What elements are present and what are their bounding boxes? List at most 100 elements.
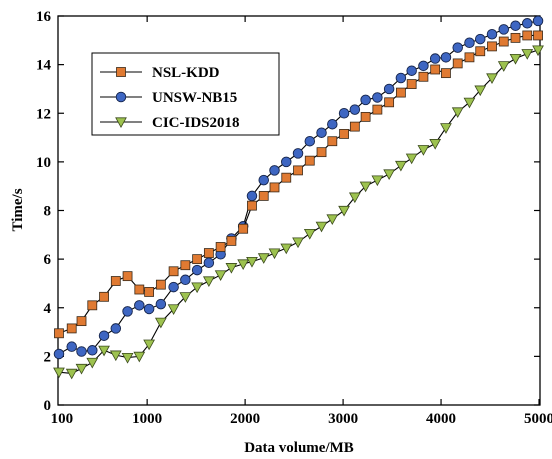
- y-tick-label: 12: [36, 106, 51, 122]
- data-point-nsl-kdd: [193, 255, 202, 264]
- data-point-cic-ids2018: [192, 283, 202, 292]
- data-point-cic-ids2018: [522, 49, 532, 58]
- data-point-cic-ids2018: [441, 124, 451, 133]
- data-point-unsw-nb15: [99, 331, 109, 341]
- data-point-nsl-kdd: [361, 112, 370, 121]
- data-point-cic-ids2018: [67, 369, 77, 378]
- x-tick-label: 100: [51, 411, 74, 427]
- data-point-cic-ids2018: [293, 238, 303, 247]
- data-point-cic-ids2018: [156, 318, 166, 327]
- data-point-unsw-nb15: [419, 61, 429, 71]
- data-point-nsl-kdd: [523, 31, 532, 40]
- data-point-cic-ids2018: [339, 206, 349, 215]
- data-point-nsl-kdd: [407, 80, 416, 89]
- data-point-nsl-kdd: [511, 33, 520, 42]
- data-point-nsl-kdd: [156, 280, 165, 289]
- y-tick-label: 8: [44, 204, 52, 220]
- data-point-cic-ids2018: [204, 277, 214, 286]
- data-point-nsl-kdd: [294, 166, 303, 175]
- data-point-nsl-kdd: [169, 267, 178, 276]
- data-point-nsl-kdd: [534, 31, 543, 40]
- data-point-unsw-nb15: [441, 53, 451, 63]
- data-point-unsw-nb15: [328, 119, 338, 129]
- data-point-nsl-kdd: [476, 47, 485, 56]
- data-point-cic-ids2018: [406, 154, 416, 163]
- data-point-unsw-nb15: [522, 18, 532, 28]
- data-point-nsl-kdd: [270, 183, 279, 192]
- data-point-unsw-nb15: [317, 128, 327, 138]
- data-point-unsw-nb15: [499, 25, 509, 35]
- data-point-cic-ids2018: [453, 108, 463, 117]
- data-point-unsw-nb15: [396, 73, 406, 83]
- y-tick-label: 4: [44, 301, 52, 317]
- data-point-unsw-nb15: [361, 95, 371, 105]
- data-point-cic-ids2018: [269, 249, 279, 258]
- x-tick-label: 1000: [132, 411, 162, 427]
- data-point-unsw-nb15: [270, 166, 280, 176]
- data-point-cic-ids2018: [122, 353, 132, 362]
- data-point-unsw-nb15: [67, 342, 77, 352]
- y-tick-label: 10: [36, 155, 51, 171]
- data-point-unsw-nb15: [144, 304, 154, 314]
- legend-label-unsw-nb15: UNSW-NB15: [152, 90, 237, 106]
- data-point-nsl-kdd: [216, 242, 225, 251]
- data-point-nsl-kdd: [419, 72, 428, 81]
- data-point-unsw-nb15: [259, 175, 269, 185]
- data-point-nsl-kdd: [135, 285, 144, 294]
- data-point-unsw-nb15: [135, 301, 145, 311]
- data-point-unsw-nb15: [247, 191, 257, 201]
- data-point-unsw-nb15: [204, 258, 214, 268]
- data-point-cic-ids2018: [418, 146, 428, 155]
- data-point-unsw-nb15: [181, 275, 191, 285]
- data-point-cic-ids2018: [259, 254, 269, 263]
- data-point-unsw-nb15: [339, 108, 349, 118]
- x-tick-label: 3000: [328, 411, 358, 427]
- data-point-unsw-nb15: [487, 29, 497, 39]
- data-point-unsw-nb15: [430, 54, 440, 64]
- data-point-unsw-nb15: [407, 66, 417, 76]
- data-point-nsl-kdd: [259, 191, 268, 200]
- data-point-cic-ids2018: [226, 263, 236, 272]
- data-point-nsl-kdd: [67, 324, 76, 333]
- data-point-cic-ids2018: [76, 364, 86, 373]
- data-point-unsw-nb15: [87, 345, 97, 355]
- y-tick-label: 6: [44, 252, 52, 268]
- data-point-unsw-nb15: [373, 93, 383, 103]
- data-point-unsw-nb15: [511, 21, 521, 31]
- data-point-nsl-kdd: [396, 88, 405, 97]
- data-point-nsl-kdd: [77, 317, 86, 326]
- x-tick-label: 5000: [524, 411, 552, 427]
- data-point-cic-ids2018: [281, 244, 291, 253]
- data-point-unsw-nb15: [123, 307, 133, 317]
- data-point-nsl-kdd: [373, 105, 382, 114]
- data-point-nsl-kdd: [499, 37, 508, 46]
- data-point-unsw-nb15: [281, 157, 291, 167]
- data-point-cic-ids2018: [238, 260, 248, 269]
- data-point-nsl-kdd: [181, 261, 190, 270]
- y-axis-label: Time/s: [10, 188, 26, 231]
- data-point-nsl-kdd: [487, 42, 496, 51]
- data-point-unsw-nb15: [475, 34, 485, 44]
- data-point-unsw-nb15: [350, 105, 360, 115]
- data-point-nsl-kdd: [227, 236, 236, 245]
- data-point-unsw-nb15: [192, 265, 202, 275]
- x-tick-label: 2000: [230, 411, 260, 427]
- data-point-unsw-nb15: [156, 299, 166, 309]
- data-point-cic-ids2018: [327, 215, 337, 224]
- data-point-cic-ids2018: [215, 271, 225, 280]
- data-point-cic-ids2018: [464, 98, 474, 107]
- data-point-nsl-kdd: [317, 148, 326, 157]
- data-point-nsl-kdd: [453, 59, 462, 68]
- data-point-unsw-nb15: [77, 347, 87, 357]
- data-point-cic-ids2018: [305, 229, 315, 238]
- x-axis-label: Data volume/MB: [244, 440, 354, 456]
- data-point-nsl-kdd: [441, 69, 450, 78]
- data-point-nsl-kdd: [328, 137, 337, 146]
- data-point-nsl-kdd: [385, 98, 394, 107]
- data-point-nsl-kdd: [465, 53, 474, 62]
- data-point-nsl-kdd: [123, 272, 132, 281]
- data-point-unsw-nb15: [293, 149, 303, 159]
- data-point-unsw-nb15: [111, 324, 121, 334]
- y-tick-label: 14: [36, 58, 52, 74]
